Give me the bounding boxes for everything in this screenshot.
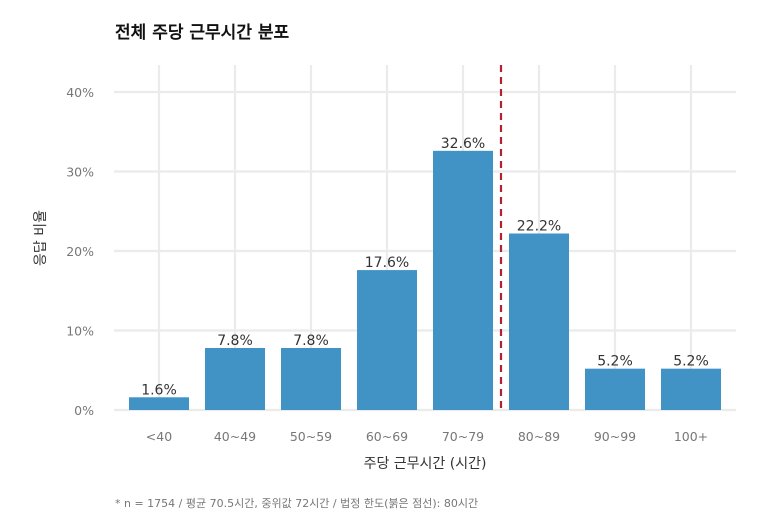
- y-tick-label: 0%: [74, 403, 94, 418]
- data-label: 17.6%: [365, 255, 409, 271]
- x-tick-label: 100+: [674, 429, 708, 444]
- data-label: 32.6%: [441, 136, 485, 152]
- y-axis-ticks: 0% 10% 20% 30% 40%: [66, 85, 94, 418]
- bar-40~49: [205, 347, 265, 410]
- bar-100+: [661, 368, 721, 410]
- bar-90~99: [585, 368, 645, 410]
- data-label: 22.2%: [517, 219, 561, 235]
- bar-70~79: [433, 150, 493, 410]
- x-tick-label: 40~49: [214, 429, 256, 444]
- y-tick-label: 10%: [66, 324, 94, 339]
- caption: * n = 1754 / 평균 70.5시간, 중위값 72시간 / 법정 한도…: [115, 497, 478, 510]
- y-tick-label: 30%: [66, 165, 94, 180]
- x-tick-label: 80~89: [518, 429, 560, 444]
- bar-80~89: [509, 233, 569, 410]
- y-tick-label: 40%: [66, 85, 94, 100]
- x-tick-label: <40: [146, 429, 172, 444]
- bar-50~59: [281, 347, 341, 410]
- data-label: 7.8%: [217, 333, 253, 349]
- data-label: 7.8%: [293, 333, 329, 349]
- x-axis-ticks: <40 40~49 50~59 60~69 70~79 80~89 90~99 100+: [146, 429, 708, 444]
- grid: [114, 65, 736, 412]
- data-label: 5.2%: [597, 354, 633, 370]
- x-tick-label: 60~69: [366, 429, 408, 444]
- x-tick-label: 70~79: [442, 429, 484, 444]
- x-tick-label: 50~59: [290, 429, 332, 444]
- bar-<40: [129, 397, 189, 410]
- data-label: 1.6%: [141, 382, 177, 398]
- y-axis-label: 응답 비율: [33, 210, 49, 266]
- data-labels: 1.6% 7.8% 7.8% 17.6% 32.6% 22.2% 5.2% 5.2%: [141, 136, 709, 398]
- data-label: 5.2%: [673, 354, 709, 370]
- x-axis-label: 주당 근무시간 (시간): [364, 456, 487, 472]
- y-tick-label: 20%: [66, 244, 94, 259]
- bars: [129, 150, 721, 410]
- x-tick-label: 90~99: [594, 429, 636, 444]
- bar-60~69: [357, 270, 417, 410]
- chart-title: 전체 주당 근무시간 분포: [115, 23, 290, 43]
